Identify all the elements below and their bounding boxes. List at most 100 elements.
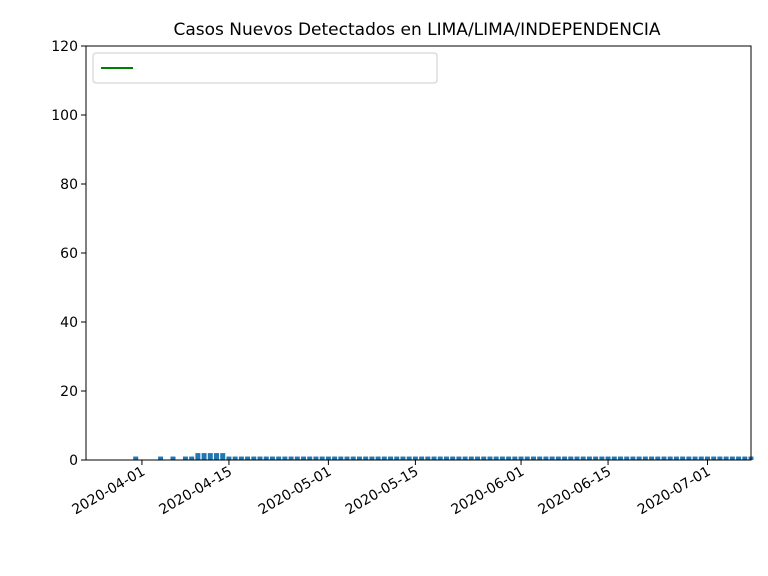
bar <box>207 453 213 460</box>
bar <box>723 456 729 460</box>
x-tick-label: 2020-05-15 <box>343 464 421 519</box>
bar <box>388 456 394 460</box>
bar <box>319 456 325 460</box>
bar <box>506 456 512 460</box>
y-tick-label: 60 <box>60 246 78 262</box>
y-tick-label: 40 <box>60 315 78 331</box>
bar <box>301 456 307 460</box>
bar <box>394 456 400 460</box>
bar <box>468 456 474 460</box>
bar <box>195 453 201 460</box>
bar <box>562 456 568 460</box>
bar <box>680 456 686 460</box>
bar <box>530 456 536 460</box>
bar <box>555 456 561 460</box>
bar <box>729 456 735 460</box>
bar <box>412 456 418 460</box>
bar <box>499 456 505 460</box>
bar <box>220 453 226 460</box>
bar <box>238 456 244 460</box>
bar <box>692 456 698 460</box>
bar <box>642 456 648 460</box>
y-tick-label: 120 <box>51 39 78 55</box>
x-axis: 2020-04-01 2020-04-15 2020-05-01 2020-05-15… <box>69 460 714 519</box>
bar <box>226 456 232 460</box>
bar <box>649 456 655 460</box>
x-tick-label: 2020-06-15 <box>536 464 614 519</box>
bar <box>481 456 487 460</box>
bar <box>251 456 257 460</box>
bar <box>450 456 456 460</box>
bar <box>369 456 375 460</box>
bar <box>170 456 176 460</box>
bar <box>307 456 313 460</box>
x-tick-label: 2020-05-01 <box>256 464 334 519</box>
bar <box>363 456 369 460</box>
bar <box>419 456 425 460</box>
bar <box>201 453 207 460</box>
y-tick-label: 100 <box>51 108 78 124</box>
bar <box>667 456 673 460</box>
bar <box>537 456 543 460</box>
bar <box>673 456 679 460</box>
bar <box>325 456 331 460</box>
y-tick-label: 20 <box>60 384 78 400</box>
bar <box>313 456 319 460</box>
bar <box>425 456 431 460</box>
bar <box>698 456 704 460</box>
bar <box>618 456 623 460</box>
bar <box>263 456 269 460</box>
bar <box>611 456 617 460</box>
bar <box>232 456 238 460</box>
bar <box>661 456 667 460</box>
bar <box>580 456 586 460</box>
bar <box>705 456 710 460</box>
bar <box>636 456 642 460</box>
bar <box>543 456 549 460</box>
bar <box>475 456 481 460</box>
bar <box>518 456 524 460</box>
plot-frame <box>85 45 752 461</box>
bar <box>406 456 412 460</box>
y-tick-label: 0 <box>69 453 78 469</box>
bar <box>462 456 468 460</box>
bar <box>711 456 717 460</box>
bar <box>182 456 188 460</box>
y-axis: 0 20 40 60 80 100 120 <box>51 39 86 469</box>
bar <box>456 456 462 460</box>
bar <box>549 456 555 460</box>
bar <box>443 456 449 460</box>
x-tick-label: 2020-04-15 <box>156 464 234 519</box>
bar <box>214 453 219 460</box>
bar <box>630 456 636 460</box>
bar <box>686 456 692 460</box>
bar <box>338 456 344 460</box>
bar <box>350 456 356 460</box>
bar <box>257 456 263 460</box>
bar <box>717 456 723 460</box>
x-tick-label: 2020-07-01 <box>635 464 713 519</box>
legend <box>92 52 438 84</box>
bar <box>593 456 599 460</box>
bar <box>624 456 630 460</box>
bar <box>344 456 350 460</box>
bar <box>381 456 387 460</box>
bar <box>189 456 195 460</box>
bar <box>282 456 288 460</box>
bar <box>568 456 574 460</box>
bar <box>487 456 493 460</box>
legend-box <box>92 52 438 84</box>
bar <box>269 456 275 460</box>
bar <box>288 456 294 460</box>
bar <box>276 456 282 460</box>
bar <box>400 456 406 460</box>
bar <box>332 456 338 460</box>
bar <box>431 456 437 460</box>
bar <box>574 456 580 460</box>
bar <box>133 456 139 460</box>
bar <box>493 456 499 460</box>
bar <box>158 456 164 460</box>
bar <box>655 456 661 460</box>
bar <box>512 456 518 460</box>
